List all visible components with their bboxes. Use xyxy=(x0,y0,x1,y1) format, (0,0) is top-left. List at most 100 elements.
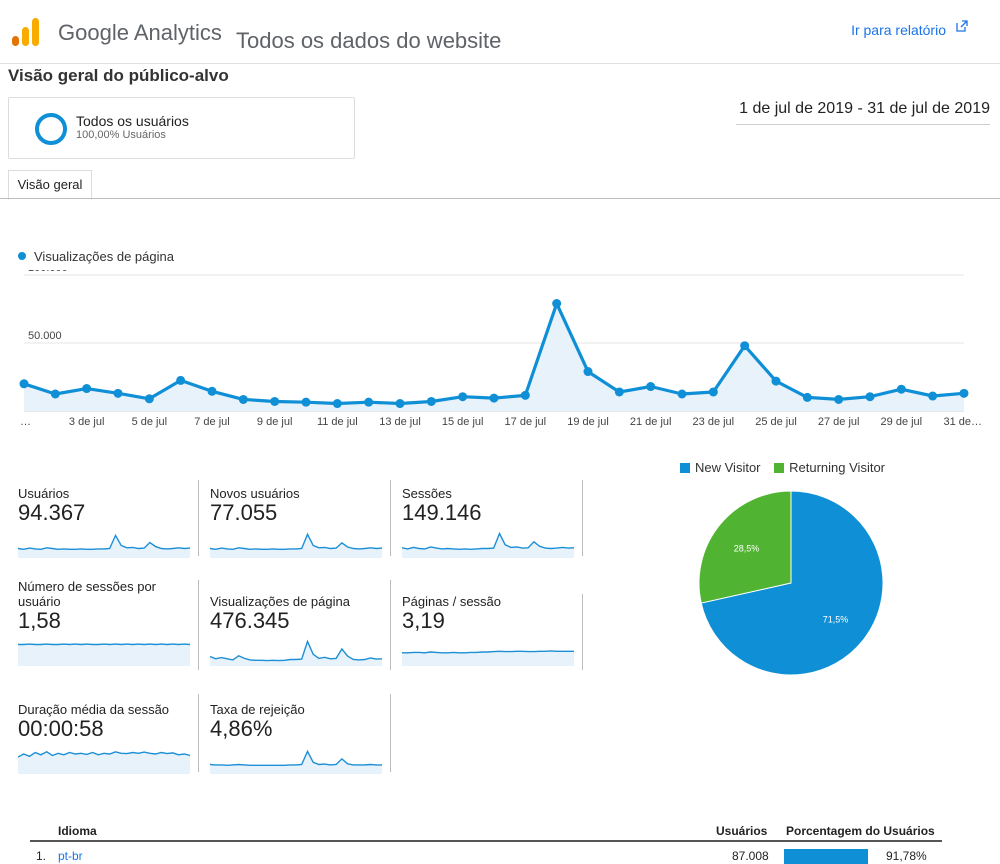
data-point[interactable] xyxy=(50,389,60,399)
column-header-percentage[interactable]: Porcentagem do Usuários xyxy=(786,824,935,838)
metric-value: 00:00:58 xyxy=(18,716,104,741)
data-point[interactable] xyxy=(176,375,186,385)
top-bar: Google Analytics Todos os dados do websi… xyxy=(0,0,1000,64)
sparkline-line xyxy=(402,531,574,551)
data-point[interactable] xyxy=(771,376,781,386)
data-point[interactable] xyxy=(489,393,499,403)
data-point[interactable] xyxy=(238,394,248,404)
column-header-language[interactable]: Idioma xyxy=(58,824,97,838)
sparkline-line xyxy=(210,749,382,767)
data-point[interactable] xyxy=(458,392,468,402)
x-tick-label: 13 de jul xyxy=(379,416,421,428)
data-point[interactable] xyxy=(552,299,562,309)
tab-divider xyxy=(0,198,1000,199)
view-name[interactable]: Todos os dados do website xyxy=(236,28,502,53)
legend-label: Returning Visitor xyxy=(789,460,886,475)
legend-item-returning-visitor[interactable]: Returning Visitor xyxy=(774,460,885,475)
data-point[interactable] xyxy=(802,392,812,402)
sparkline-line xyxy=(402,650,574,654)
metric-sessions[interactable]: Sessões 149.146 xyxy=(402,472,584,558)
product-name: Google Analytics xyxy=(58,20,222,45)
data-point[interactable] xyxy=(426,396,436,406)
metric-divider xyxy=(390,694,391,772)
metric-value: 94.367 xyxy=(18,500,86,525)
data-point[interactable] xyxy=(646,382,656,392)
data-point[interactable] xyxy=(614,387,624,397)
row-index: 1. xyxy=(36,849,47,863)
metric-label: Páginas / sessão xyxy=(402,594,502,609)
legend-item-new-visitor[interactable]: New Visitor xyxy=(680,460,761,475)
data-point[interactable] xyxy=(364,397,374,407)
metric-pageviews[interactable]: Visualizações de página 476.345 xyxy=(210,580,392,666)
segment-name: Todos os usuários xyxy=(76,113,189,129)
sparkline-area xyxy=(18,644,190,666)
segment-ring-icon xyxy=(35,113,67,145)
data-point[interactable] xyxy=(708,387,718,397)
metric-label: Número de sessões por usuário xyxy=(18,579,157,609)
pie-legend[interactable]: New Visitor Returning Visitor xyxy=(680,460,895,475)
data-point[interactable] xyxy=(19,379,29,389)
metric-divider xyxy=(198,480,199,556)
row-language-link[interactable]: pt-br xyxy=(58,849,83,863)
metric-new-users[interactable]: Novos usuários 77.055 xyxy=(210,472,392,558)
pageviews-line-chart[interactable]: 50.000 100.000 … 3 de jul 5 de jul 7 de jul 9 … xyxy=(0,270,1000,432)
metric-sparkline xyxy=(210,532,382,558)
pie-slice-label: 28,5% xyxy=(734,543,760,553)
metric-value: 77.055 xyxy=(210,500,278,525)
sparkline-area xyxy=(402,650,574,666)
chart-legend[interactable]: Visualizações de página xyxy=(18,249,174,264)
visitor-type-pie-chart[interactable]: 71,5% 28,5% xyxy=(690,488,890,688)
metric-label: Novos usuários xyxy=(210,486,300,501)
external-link-icon[interactable] xyxy=(956,20,968,32)
data-point[interactable] xyxy=(740,341,750,351)
x-tick-label: 27 de jul xyxy=(818,416,860,428)
sparkline-line xyxy=(210,639,382,662)
go-to-report-link[interactable]: Ir para relatório xyxy=(851,22,946,38)
data-point[interactable] xyxy=(896,384,906,394)
data-point[interactable] xyxy=(583,367,593,377)
sparkline-line xyxy=(18,750,190,758)
date-range-picker[interactable]: 1 de jul de 2019 - 31 de jul de 2019 xyxy=(736,100,990,125)
data-point[interactable] xyxy=(144,394,154,404)
data-point[interactable] xyxy=(113,388,123,398)
data-point[interactable] xyxy=(959,388,969,398)
column-header-users[interactable]: Usuários xyxy=(716,824,768,838)
data-point[interactable] xyxy=(865,392,875,402)
row-users: 87.008 xyxy=(732,849,769,863)
sparkline-area xyxy=(402,533,574,558)
data-point[interactable] xyxy=(301,397,311,407)
metric-bounce-rate[interactable]: Taxa de rejeição 4,86% xyxy=(210,688,392,774)
x-tick-label: 29 de jul xyxy=(881,416,923,428)
pie-slice-new-visitor[interactable] xyxy=(700,490,884,676)
data-point[interactable] xyxy=(928,391,938,401)
metric-sessions-per-user[interactable]: Número de sessões por usuário 1,58 xyxy=(18,579,200,666)
metric-sparkline xyxy=(210,749,382,774)
metric-label: Sessões xyxy=(402,486,452,501)
data-point[interactable] xyxy=(834,394,844,404)
pie-slice-label: 71,5% xyxy=(823,615,849,625)
segment-card[interactable]: Todos os usuários 100,00% Usuários xyxy=(8,97,355,159)
tab-overview[interactable]: Visão geral xyxy=(8,170,92,200)
data-point[interactable] xyxy=(395,399,405,409)
metric-sparkline xyxy=(402,650,574,666)
metric-value: 1,58 xyxy=(18,608,61,633)
data-point[interactable] xyxy=(332,399,342,409)
data-point[interactable] xyxy=(520,390,530,400)
x-tick-label: 19 de jul xyxy=(567,416,609,428)
metric-divider xyxy=(390,580,391,670)
metric-value: 3,19 xyxy=(402,608,445,633)
analytics-logo-icon xyxy=(12,18,39,46)
metric-label: Usuários xyxy=(18,486,70,501)
pie-slice-returning-visitor[interactable] xyxy=(698,490,792,604)
metric-users[interactable]: Usuários 94.367 xyxy=(18,472,200,558)
metric-pages-per-session[interactable]: Páginas / sessão 3,19 xyxy=(402,580,584,666)
metric-value: 476.345 xyxy=(210,608,290,633)
metric-sparkline xyxy=(18,750,190,774)
data-point[interactable] xyxy=(270,396,280,406)
sparkline-area xyxy=(210,751,382,774)
metric-avg-session-duration[interactable]: Duração média da sessão 00:00:58 xyxy=(18,688,200,774)
data-point[interactable] xyxy=(207,386,217,396)
data-point[interactable] xyxy=(677,389,687,399)
metric-label: Duração média da sessão xyxy=(18,702,170,717)
data-point[interactable] xyxy=(82,384,92,394)
